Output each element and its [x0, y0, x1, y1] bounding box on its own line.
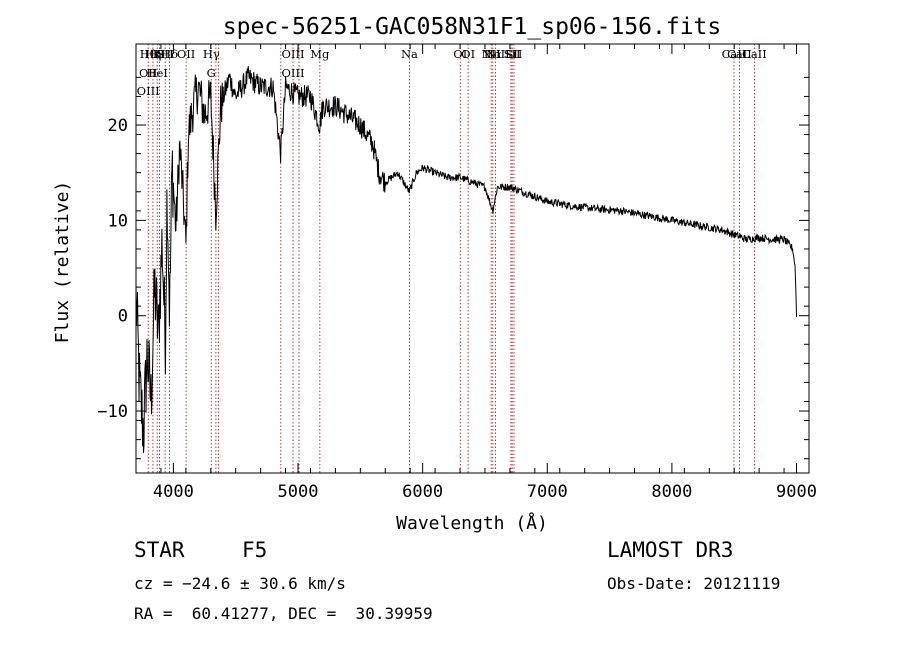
line-label-24-0: CaII [727, 47, 752, 61]
x-tick-label-1: 5000 [278, 482, 319, 502]
x-tick-label-0: 4000 [153, 482, 194, 502]
line-label-25-0: CaII [742, 47, 767, 61]
line-label-2-1: HeI [146, 66, 167, 80]
line-label-11-0: OIII [282, 47, 305, 61]
line-label-16-0: OI [461, 47, 475, 61]
line-label-3-0: H [155, 47, 165, 61]
line-label-13-0: Mg [310, 47, 330, 61]
plot-frame [135, 43, 810, 474]
x-tick-label-2: 6000 [402, 482, 443, 502]
redshift-readout: cz = −24.6 ± 30.6 km/s [134, 574, 346, 593]
y-axis-label: Flux (relative) [52, 181, 73, 344]
x-tick-label-3: 7000 [527, 482, 568, 502]
y-tick-label-2: 10 [108, 211, 128, 231]
line-label-4-0: SII [157, 47, 174, 61]
line-label-23-0: CaII [722, 47, 747, 61]
spectrum-trace [135, 66, 797, 453]
line-label-14-0: Na [401, 47, 418, 61]
line-label-20-0: Li [505, 47, 517, 61]
line-label-2-0: K [153, 47, 162, 61]
line-label-15-0: OI [453, 47, 467, 61]
line-label-22-0: SII [506, 47, 523, 61]
line-label-1-0: Hη [144, 47, 161, 61]
line-label-21-0: SII [504, 47, 521, 61]
line-label-0-0: Hθ [140, 47, 157, 61]
line-label-17-0: NII [482, 47, 501, 61]
line-label-11-1: OIII [282, 66, 305, 80]
spectral-line-markers [147, 44, 755, 473]
line-label-18-0: Hα [484, 47, 502, 61]
x-tick-label-5: 9000 [776, 482, 817, 502]
line-label-7-1: G [207, 66, 216, 80]
y-tick-label-3: 20 [108, 116, 128, 136]
line-label-0-1: OII [139, 66, 158, 80]
y-tick-label-0: −10 [97, 402, 128, 422]
line-label-5-0: Hδ [161, 47, 178, 61]
spectral-subclass: F5 [242, 538, 268, 562]
line-label-7-0: Hγ [203, 47, 220, 61]
coordinates-readout: RA = 60.41277, DEC = 30.39959 [134, 604, 433, 623]
y-tick-label-1: 0 [118, 307, 128, 327]
object-class: STAR [134, 538, 185, 562]
x-axis-label: Wavelength (Å) [396, 512, 548, 534]
survey-name: LAMOST DR3 [607, 538, 734, 562]
plot-axes: 4000 5000 6000 7000 8000 9000 −10 0 10 20 [97, 43, 817, 502]
line-label-6-0: OII [177, 47, 196, 61]
observation-date: Obs-Date: 20121119 [607, 574, 781, 593]
x-tick-label-4: 8000 [651, 482, 692, 502]
chart-title: spec-56251-GAC058N31F1_sp06-156.fits [223, 14, 722, 40]
line-label-19-0: NII [486, 47, 505, 61]
line-label-0-2: OIII [137, 84, 160, 98]
